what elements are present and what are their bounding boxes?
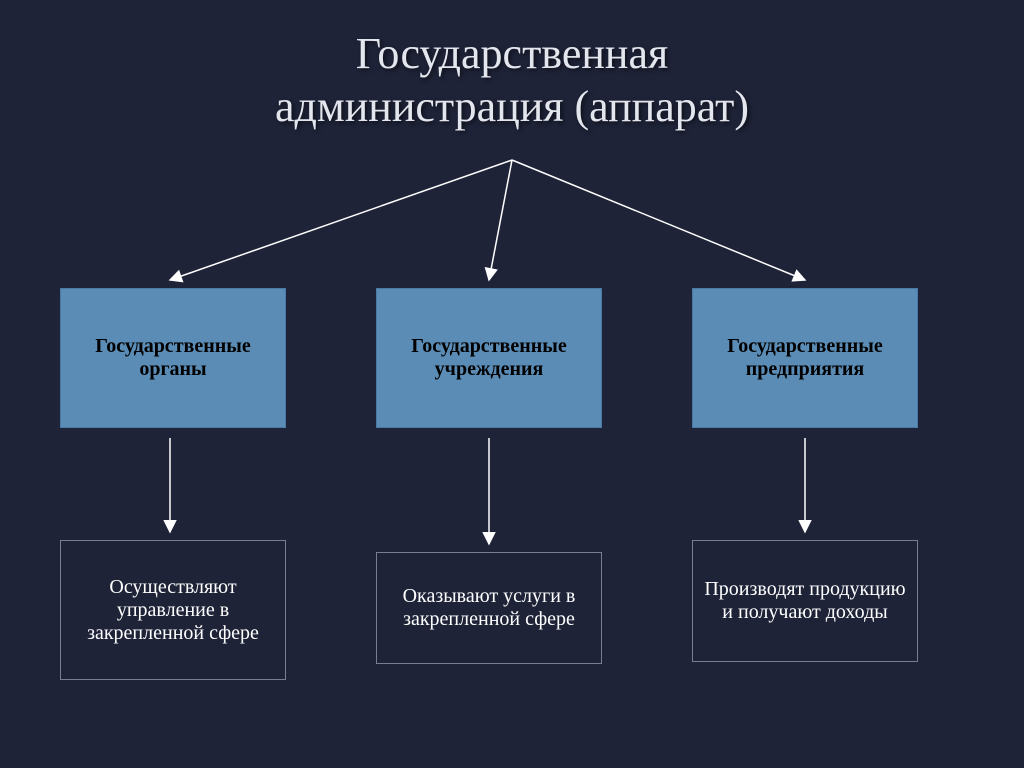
bottom-box-2: Производят продукцию и получают доходы	[692, 540, 918, 662]
top-box-label: Государственные предприятия	[701, 335, 909, 381]
top-box-2: Государственные предприятия	[692, 288, 918, 428]
top-box-label: Государственные учреждения	[385, 335, 593, 381]
bottom-box-1: Оказывают услуги в закрепленной сфере	[376, 552, 602, 664]
bottom-box-label: Осуществляют управление в закрепленной с…	[69, 576, 277, 645]
bottom-box-0: Осуществляют управление в закрепленной с…	[60, 540, 286, 680]
top-box-1: Государственные учреждения	[376, 288, 602, 428]
top-box-0: Государственные органы	[60, 288, 286, 428]
slide-title: Государственная администрация (аппарат)	[0, 28, 1024, 134]
bottom-box-label: Оказывают услуги в закрепленной сфере	[385, 585, 593, 631]
bottom-box-label: Производят продукцию и получают доходы	[701, 578, 909, 624]
top-box-label: Государственные органы	[69, 335, 277, 381]
